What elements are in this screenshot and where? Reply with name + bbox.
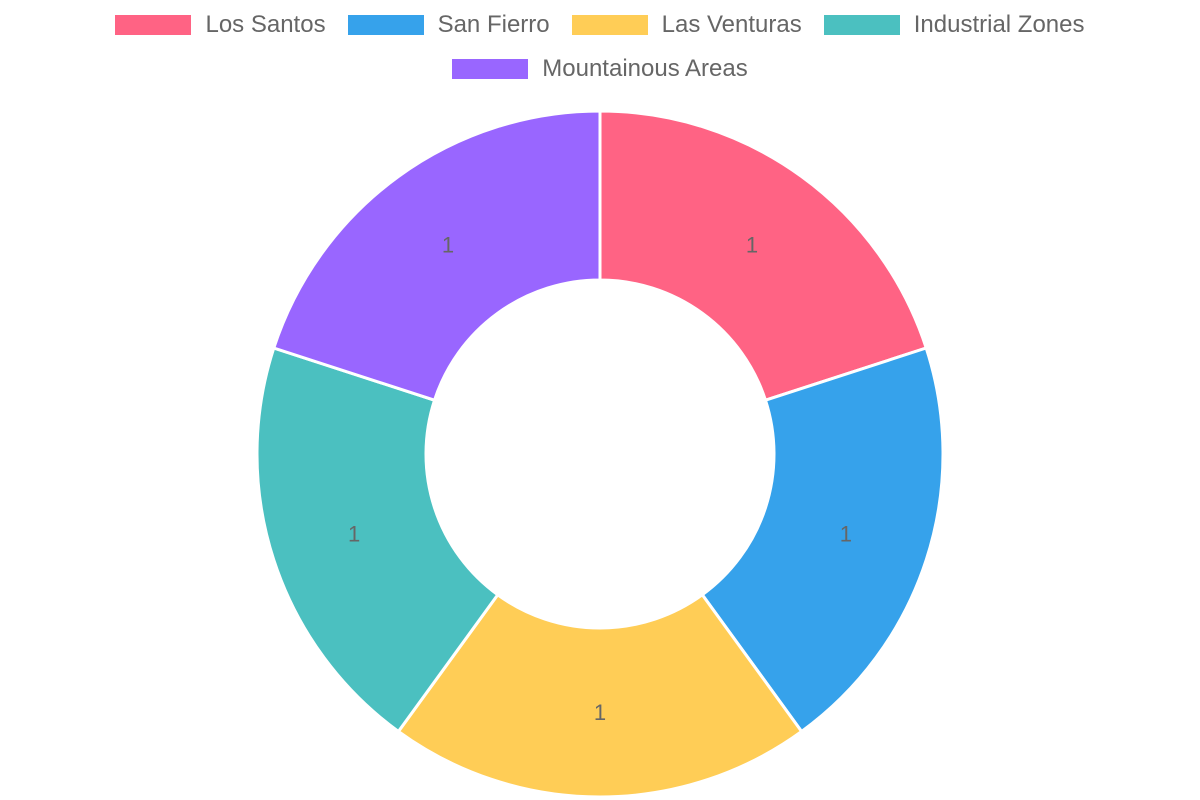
donut-slice[interactable] xyxy=(271,109,602,403)
legend-label: Las Venturas xyxy=(661,11,802,38)
donut-slice[interactable] xyxy=(396,592,804,799)
slice-data-label: 1 xyxy=(348,521,360,546)
legend-swatch xyxy=(571,15,648,35)
slice-data-label: 1 xyxy=(746,232,758,257)
slice-data-label: 1 xyxy=(840,521,852,546)
legend-item[interactable]: Mountainous Areas xyxy=(452,54,748,84)
legend-swatch xyxy=(452,59,529,79)
donut-slice[interactable] xyxy=(700,346,945,734)
legend-item[interactable]: Industrial Zones xyxy=(823,10,1085,40)
legend-label: Mountainous Areas xyxy=(542,55,748,82)
legend-swatch xyxy=(347,15,424,35)
legend-item[interactable]: Los Santos xyxy=(115,10,326,40)
legend-item[interactable]: Las Venturas xyxy=(571,10,802,40)
legend-label: Industrial Zones xyxy=(913,11,1085,38)
donut-slice[interactable] xyxy=(255,346,500,734)
donut-slice[interactable] xyxy=(598,109,929,403)
slice-data-label: 1 xyxy=(594,700,606,725)
legend-swatch xyxy=(823,15,900,35)
chart-legend: Los Santos San Fierro Las Venturas Industri… xyxy=(0,10,1200,84)
legend-swatch xyxy=(115,15,192,35)
slice-data-label: 1 xyxy=(442,232,454,257)
legend-label: Los Santos xyxy=(205,11,326,38)
legend-item[interactable]: San Fierro xyxy=(347,10,550,40)
legend-label: San Fierro xyxy=(437,11,550,38)
